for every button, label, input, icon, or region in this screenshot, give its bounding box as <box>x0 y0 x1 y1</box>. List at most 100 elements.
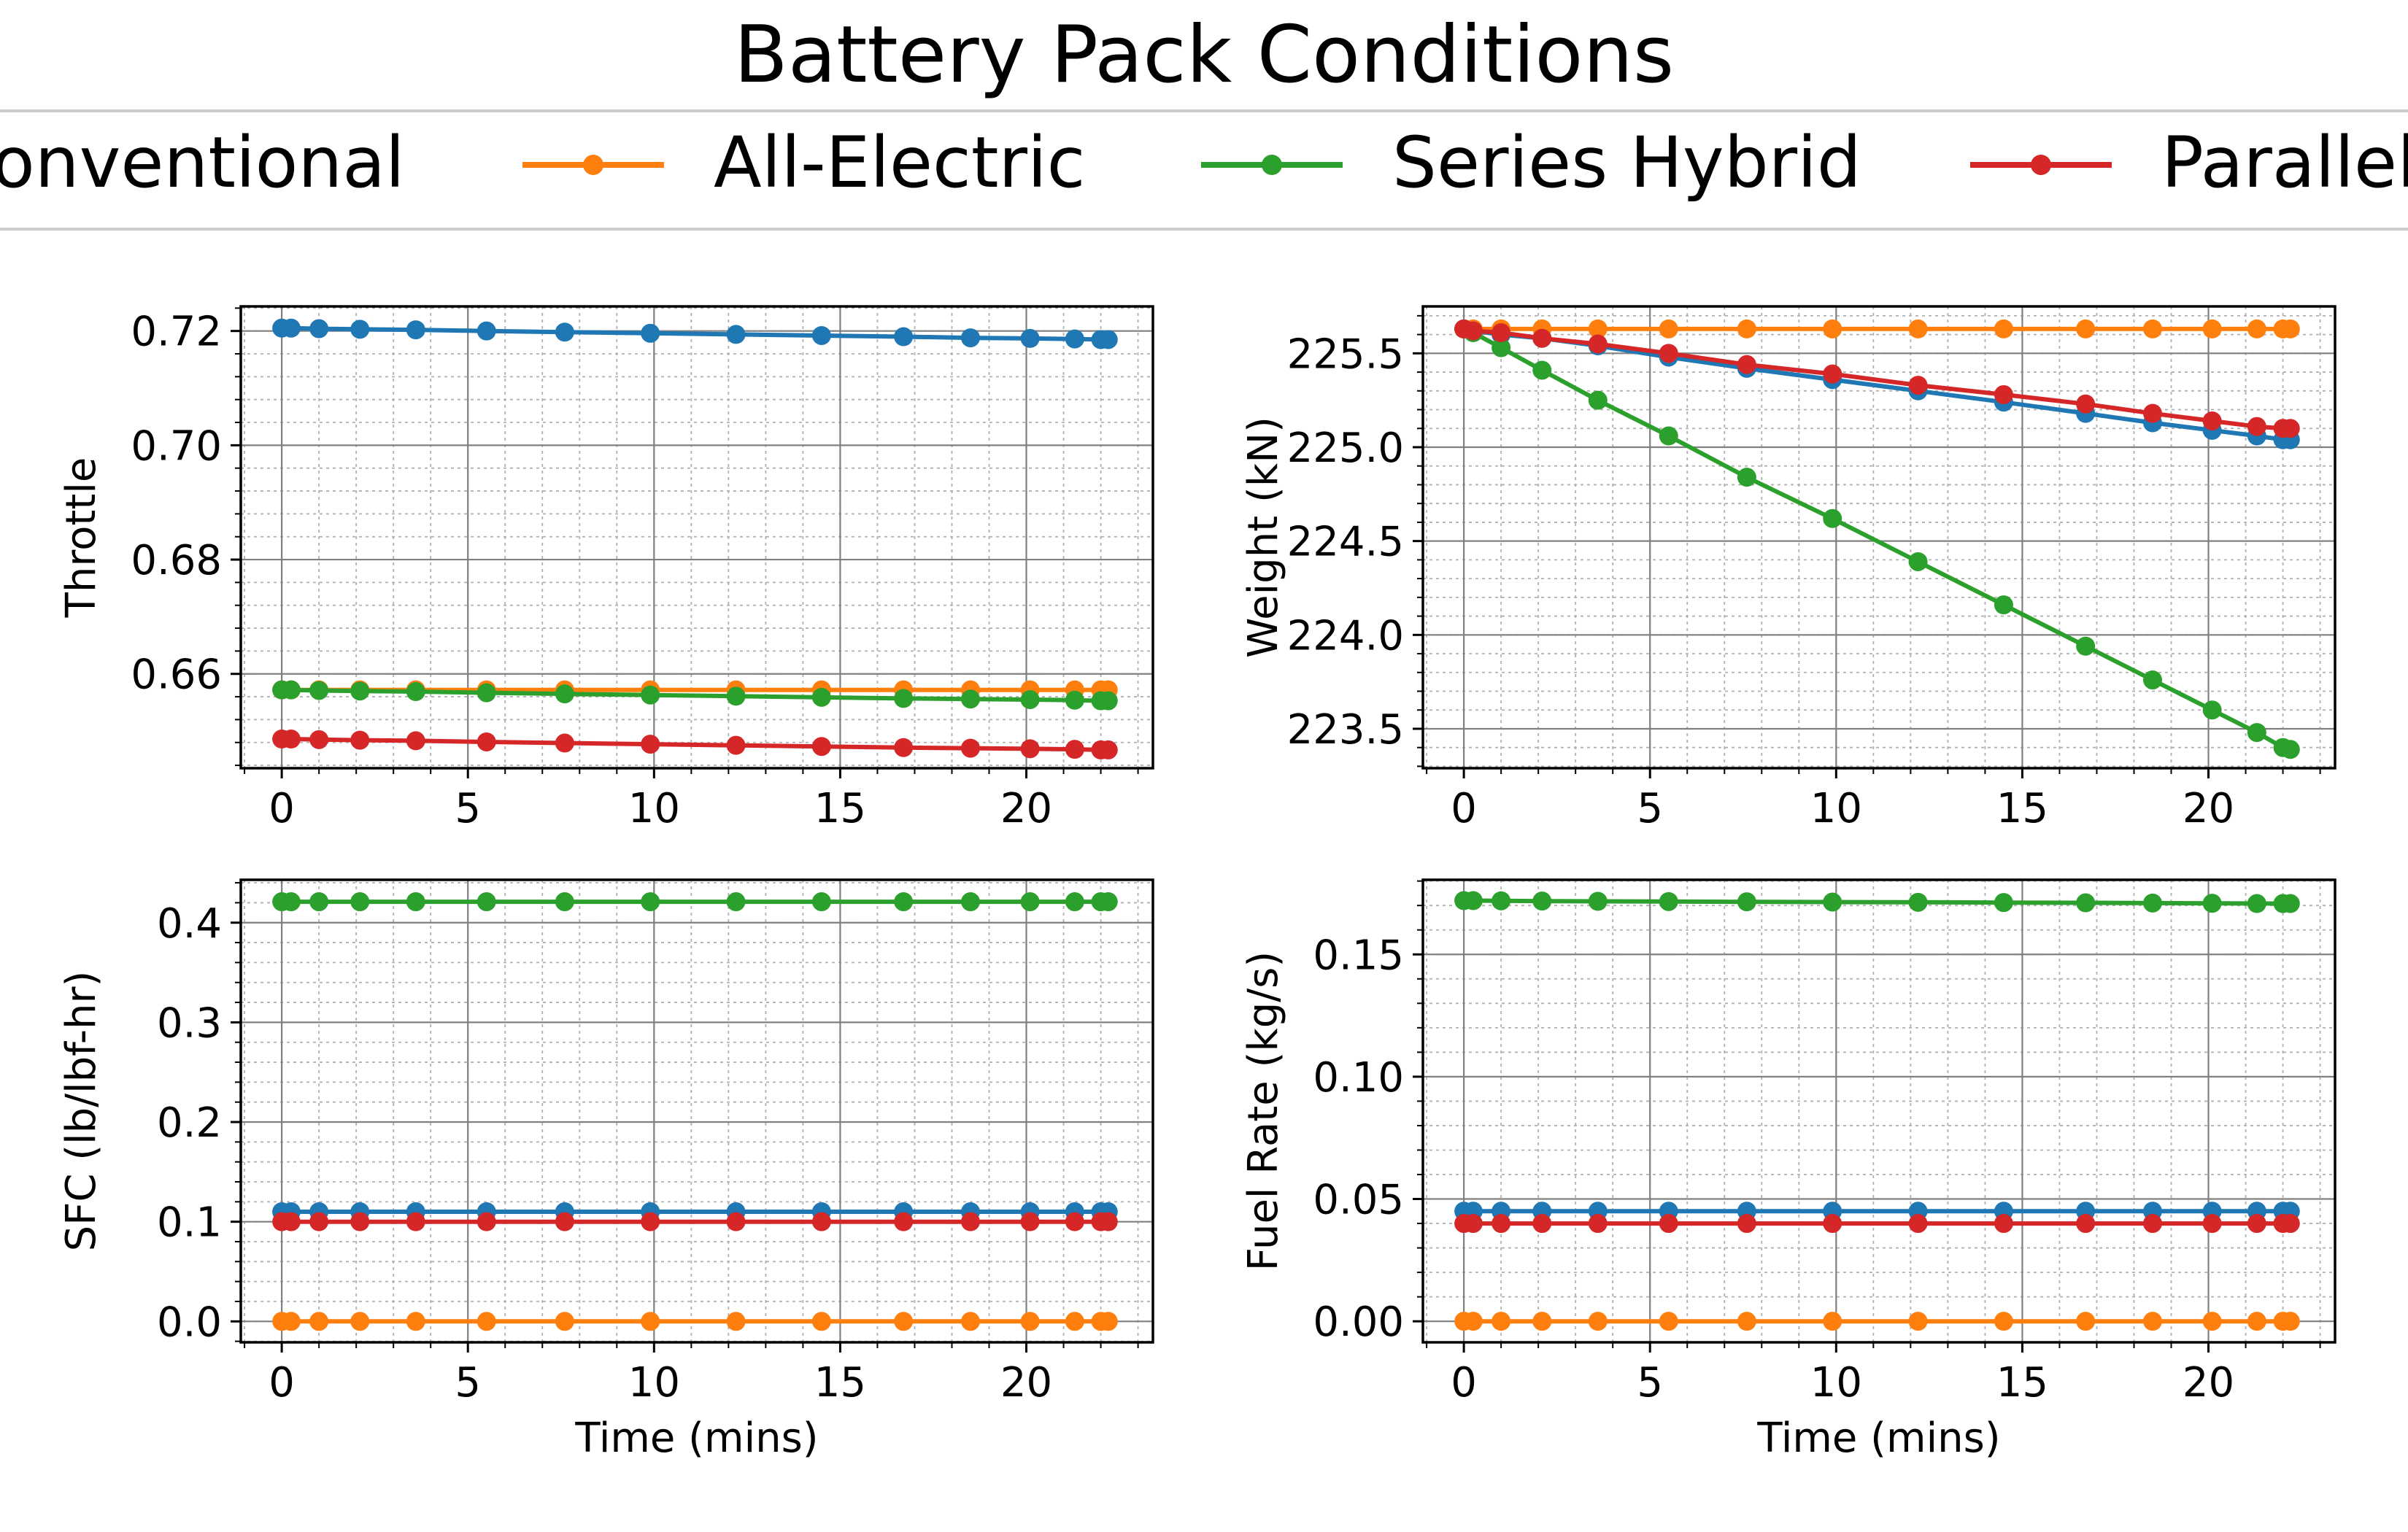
y-tick-label: 225.5 <box>1287 330 1404 378</box>
major-grid <box>1413 880 2335 1353</box>
subplot-3: 0 5 10 15 20 0.0 0.1 0.2 0.3 0.4 SFC (lb/lbf-hr) Ti… <box>58 878 1154 1462</box>
data-point <box>309 319 329 338</box>
data-point <box>2280 1214 2300 1234</box>
legend-label: All-Electric <box>714 122 1085 204</box>
data-point <box>281 318 301 338</box>
data-point <box>2143 1312 2162 1331</box>
data-point <box>726 892 746 912</box>
series-line <box>282 325 1108 342</box>
data-point <box>2143 893 2162 913</box>
x-axis-label: Time (mins) <box>574 1415 818 1462</box>
data-point <box>281 680 301 700</box>
legend-entry-series-hybrid: Series Hybrid <box>1201 122 1861 204</box>
data-point <box>1737 468 1756 487</box>
data-point <box>1994 319 2013 338</box>
minor-grid <box>1417 306 2335 774</box>
data-point <box>2247 319 2266 338</box>
data-point <box>1020 892 1040 912</box>
x-tick-label: 0 <box>269 785 295 832</box>
data-point <box>2247 723 2266 743</box>
data-point <box>2247 894 2266 913</box>
data-point <box>2247 417 2266 436</box>
subplots: 0 5 10 15 20 0.66 0.68 0.70 0.72 Throttle 0 5 10 15 20… <box>58 305 2336 1462</box>
legend-label: Conventional <box>0 122 405 204</box>
data-point <box>2202 894 2222 913</box>
y-axis-label: Weight (kN) <box>1240 417 1287 658</box>
x-tick-label: 15 <box>1996 1359 2048 1407</box>
data-point <box>1492 323 1511 343</box>
data-point <box>1098 1312 1118 1331</box>
data-point <box>1994 595 2013 615</box>
data-point <box>811 687 831 707</box>
data-point <box>1737 319 1756 338</box>
data-point <box>961 1312 980 1331</box>
y-tick-label: 0.00 <box>1313 1299 1404 1346</box>
minor-grid <box>235 880 1153 1348</box>
data-point <box>1994 384 2013 404</box>
data-point <box>2280 419 2300 438</box>
data-point <box>1908 892 1928 912</box>
data-point <box>1659 891 1678 911</box>
data-point <box>281 892 301 912</box>
subplot-2: 0 5 10 15 20 223.5 224.0 224.5 225.0 225.5Weight … <box>1240 305 2336 832</box>
data-point <box>1532 360 1552 380</box>
data-point <box>2143 319 2162 338</box>
plot-series <box>272 892 1118 1331</box>
series-series-hybrid <box>272 680 1118 711</box>
x-tick-label: 20 <box>2183 785 2234 832</box>
series-all-electric <box>272 1312 1118 1331</box>
x-axis-label: Time (mins) <box>1756 1415 2000 1462</box>
data-point <box>1588 1312 1608 1331</box>
data-point <box>1737 355 1756 374</box>
data-point <box>309 892 329 912</box>
data-point <box>2280 1312 2300 1331</box>
data-point <box>1588 891 1608 911</box>
data-point <box>2202 700 2222 720</box>
data-point <box>281 1212 301 1231</box>
subplot-1: 0 5 10 15 20 0.66 0.68 0.70 0.72 Throttle <box>58 305 1154 832</box>
data-point <box>555 892 574 912</box>
data-point <box>1098 691 1118 711</box>
data-point <box>1659 1214 1678 1234</box>
data-point <box>309 1212 329 1231</box>
data-point <box>1908 1214 1928 1234</box>
x-tick-label: 10 <box>628 785 680 832</box>
series-series-hybrid <box>1454 891 2300 913</box>
data-point <box>1098 330 1118 349</box>
y-tick-label: 0.68 <box>131 537 222 584</box>
data-point <box>1020 328 1040 348</box>
data-point <box>811 1312 831 1331</box>
data-point <box>2202 1312 2222 1331</box>
data-point <box>2280 740 2300 759</box>
data-point <box>281 730 301 749</box>
data-point <box>1659 319 1678 338</box>
y-tick-label: 224.5 <box>1287 519 1404 566</box>
legend-marker-swatch <box>583 155 603 175</box>
series-parallel-hybrid <box>272 730 1118 759</box>
y-axis-label: SFC (lb/lbf-hr) <box>58 971 105 1252</box>
data-point <box>726 325 746 344</box>
data-point <box>350 1312 370 1331</box>
data-point <box>1823 364 1842 384</box>
data-point <box>309 730 329 749</box>
data-point <box>1737 1214 1756 1234</box>
data-point <box>811 892 831 912</box>
data-point <box>2143 670 2162 690</box>
x-tick-label: 5 <box>455 1359 481 1407</box>
data-point <box>350 892 370 912</box>
data-point <box>2076 893 2096 913</box>
data-point <box>894 738 914 757</box>
data-point <box>1065 329 1084 349</box>
data-point <box>811 1212 831 1231</box>
data-point <box>555 1312 574 1331</box>
axes-frame <box>1421 878 2336 1344</box>
x-tick-label: 0 <box>1451 1359 1477 1407</box>
legend-marker-swatch <box>2031 155 2051 175</box>
x-tick-label: 5 <box>1637 785 1663 832</box>
data-point <box>1463 1312 1483 1331</box>
data-point <box>1737 1312 1756 1331</box>
data-point <box>1994 893 2013 913</box>
data-point <box>2076 319 2096 338</box>
data-point <box>1908 319 1928 338</box>
y-tick-label: 0.3 <box>157 999 222 1047</box>
